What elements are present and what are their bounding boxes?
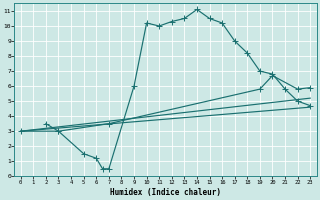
X-axis label: Humidex (Indice chaleur): Humidex (Indice chaleur) [110, 188, 221, 197]
